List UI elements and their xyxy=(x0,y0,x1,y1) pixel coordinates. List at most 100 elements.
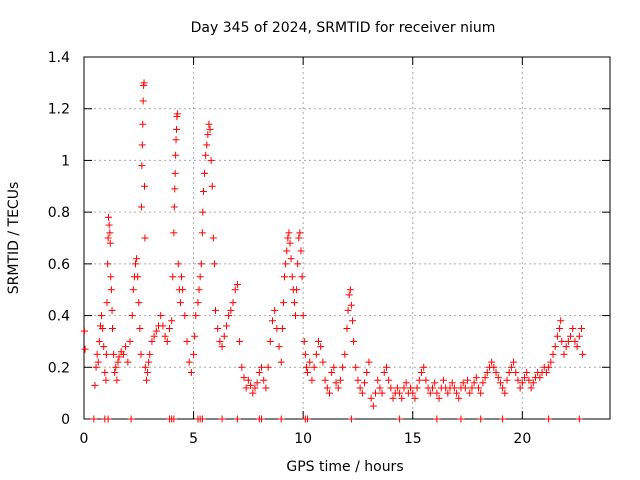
data-point xyxy=(99,325,107,332)
data-point xyxy=(206,125,214,133)
data-point xyxy=(140,182,148,190)
data-point xyxy=(505,368,513,376)
data-point xyxy=(122,343,130,351)
data-point xyxy=(138,162,146,170)
data-point xyxy=(396,415,404,423)
data-point xyxy=(422,376,430,384)
data-point xyxy=(374,376,382,384)
data-point xyxy=(461,384,469,392)
data-point xyxy=(233,415,241,423)
data-point xyxy=(105,213,113,221)
x-tick-label: 15 xyxy=(404,431,422,447)
y-tick-label: 0.4 xyxy=(48,309,70,325)
data-point xyxy=(172,136,180,144)
data-point xyxy=(227,306,235,314)
data-point xyxy=(278,325,286,332)
data-point xyxy=(104,415,112,423)
data-point xyxy=(207,156,215,164)
y-tick-label: 1 xyxy=(61,153,70,169)
data-point xyxy=(300,337,308,345)
data-point xyxy=(199,208,207,216)
data-point xyxy=(216,337,224,345)
y-tick-label: 0 xyxy=(61,412,70,428)
chart-title: Day 345 of 2024, SRMTID for receiver niu… xyxy=(191,20,496,36)
data-point xyxy=(107,273,115,281)
data-point xyxy=(477,415,485,423)
data-point xyxy=(176,299,184,307)
data-point xyxy=(514,376,522,384)
data-point xyxy=(210,260,218,268)
data-point xyxy=(275,343,283,351)
data-point xyxy=(113,376,121,384)
data-point xyxy=(298,273,306,281)
data-point xyxy=(103,299,111,307)
y-tick-label: 1.2 xyxy=(48,102,70,118)
data-point xyxy=(527,384,535,392)
data-point xyxy=(336,376,344,384)
data-point xyxy=(393,384,401,392)
data-point xyxy=(291,312,299,320)
data-point xyxy=(547,358,555,366)
data-point xyxy=(146,350,154,358)
data-point xyxy=(277,358,285,366)
data-point xyxy=(107,286,115,294)
data-point xyxy=(415,376,423,384)
data-point xyxy=(369,402,377,410)
x-tick-label: 5 xyxy=(189,431,198,447)
data-point xyxy=(262,384,270,392)
data-point xyxy=(558,337,566,345)
data-point xyxy=(179,286,187,294)
data-point xyxy=(191,332,199,340)
data-point xyxy=(181,312,189,320)
data-point xyxy=(347,415,355,423)
data-point xyxy=(306,358,314,366)
data-point xyxy=(128,312,136,320)
data-point xyxy=(459,379,467,387)
data-point xyxy=(169,273,177,281)
data-point xyxy=(165,325,173,332)
data-point xyxy=(496,379,504,387)
data-point xyxy=(134,273,142,281)
data-point xyxy=(255,368,263,376)
data-point xyxy=(304,415,312,423)
data-point xyxy=(148,337,156,345)
data-point xyxy=(542,368,550,376)
data-point xyxy=(112,363,120,371)
data-point xyxy=(258,415,266,423)
data-point xyxy=(157,312,165,320)
data-point xyxy=(420,363,428,371)
data-point xyxy=(132,260,140,268)
data-point xyxy=(457,415,465,423)
data-point xyxy=(310,363,318,371)
data-point xyxy=(81,345,89,353)
data-point xyxy=(141,363,149,371)
data-point xyxy=(174,260,182,268)
data-point xyxy=(204,131,212,139)
data-point xyxy=(198,415,206,423)
data-point xyxy=(139,120,147,128)
data-point xyxy=(133,255,141,263)
data-point xyxy=(194,299,202,307)
data-point xyxy=(136,325,144,332)
data-point xyxy=(507,363,515,371)
data-point xyxy=(294,260,302,268)
data-point xyxy=(168,317,176,325)
data-point xyxy=(439,376,447,384)
data-point xyxy=(332,379,340,387)
data-point xyxy=(100,343,108,351)
data-point xyxy=(321,376,329,384)
data-point xyxy=(470,379,478,387)
data-point xyxy=(172,151,180,159)
data-point xyxy=(159,322,167,330)
data-point xyxy=(400,384,408,392)
data-point xyxy=(363,368,371,376)
data-point xyxy=(299,312,307,320)
data-point xyxy=(413,384,421,392)
data-point xyxy=(453,389,461,397)
data-point xyxy=(251,384,259,392)
data-point xyxy=(354,376,362,384)
data-point xyxy=(352,363,360,371)
data-point xyxy=(319,358,327,366)
data-point xyxy=(293,286,301,294)
